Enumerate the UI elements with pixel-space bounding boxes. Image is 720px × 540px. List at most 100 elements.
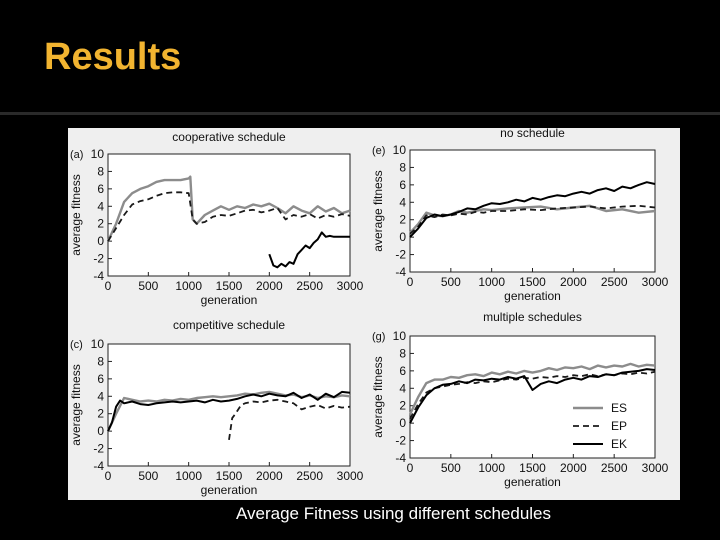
y-tick-label: -2 xyxy=(395,434,406,448)
y-axis-label: average fitness xyxy=(371,356,385,437)
series-line-ek xyxy=(268,231,350,269)
y-tick-label: 6 xyxy=(399,364,406,378)
x-tick-label: 2500 xyxy=(296,469,323,483)
y-tick-label: 4 xyxy=(399,195,406,209)
y-axis-label: average fitness xyxy=(69,174,83,255)
x-tick-label: 0 xyxy=(407,461,414,475)
series-line-es xyxy=(408,362,656,415)
y-tick-label: -4 xyxy=(93,269,104,283)
slide-title: Results xyxy=(44,36,182,78)
x-axis-label: generation xyxy=(504,289,561,303)
series-line-ek xyxy=(409,368,656,424)
x-tick-label: 2500 xyxy=(296,279,323,293)
chart-panel-3: 0 500 1000 1500 2000 2500 3000-4-20246810compe… xyxy=(69,318,364,497)
panel-label: (c) xyxy=(70,339,83,351)
panel-label: (e) xyxy=(372,145,385,157)
chart-panel-1: 0 500 1000 1500 2000 2500 3000-4-20246810coope… xyxy=(69,130,364,307)
x-tick-label: 1500 xyxy=(519,461,546,475)
x-tick-label: 0 xyxy=(105,279,112,293)
y-tick-label: 2 xyxy=(97,407,104,421)
x-tick-label: 500 xyxy=(441,461,461,475)
legend-label-es: ES xyxy=(611,401,627,415)
panel-label: (g) xyxy=(372,331,385,343)
y-tick-label: 6 xyxy=(97,372,104,386)
y-tick-label: -2 xyxy=(93,252,104,266)
x-tick-label: 2000 xyxy=(560,275,587,289)
title-bar: Results xyxy=(0,0,720,112)
title-divider xyxy=(0,112,720,115)
y-tick-label: 6 xyxy=(399,178,406,192)
x-tick-label: 2000 xyxy=(256,279,283,293)
x-tick-label: 2000 xyxy=(256,469,283,483)
y-tick-label: 0 xyxy=(399,416,406,430)
figure-caption: Average Fitness using different schedule… xyxy=(236,504,552,523)
y-tick-label: 10 xyxy=(393,143,407,157)
panel-title: multiple schedules xyxy=(483,310,582,324)
legend-label-ep: EP xyxy=(611,419,627,433)
x-axis-label: generation xyxy=(504,475,561,489)
panel-title: competitive schedule xyxy=(173,318,285,332)
x-tick-label: 1500 xyxy=(519,275,546,289)
figure-panel: 0 500 1000 1500 2000 2500 3000 -4 -2 0 2 4 6 8 10 coope… xyxy=(68,126,680,500)
y-axis-label: average fitness xyxy=(371,170,385,251)
plot-area xyxy=(409,149,656,273)
series-line-ep xyxy=(107,191,351,242)
x-tick-label: 500 xyxy=(138,469,158,483)
x-tick-label: 0 xyxy=(407,275,414,289)
y-tick-label: 8 xyxy=(97,354,104,368)
y-tick-label: 2 xyxy=(97,217,104,231)
y-tick-label: -4 xyxy=(395,451,406,465)
x-tick-label: 3000 xyxy=(337,279,364,293)
y-tick-label: -2 xyxy=(93,442,104,456)
panel-title: cooperative schedule xyxy=(172,130,286,144)
plot-area xyxy=(409,335,656,459)
x-tick-label: 500 xyxy=(441,275,461,289)
panel-title: no schedule xyxy=(500,128,565,140)
y-tick-label: 10 xyxy=(393,329,407,343)
x-tick-label: 3000 xyxy=(642,275,669,289)
x-tick-label: 1000 xyxy=(478,461,505,475)
plot-area xyxy=(107,153,351,277)
x-tick-label: 1000 xyxy=(175,279,202,293)
y-tick-label: 8 xyxy=(399,346,406,360)
y-tick-label: 2 xyxy=(399,213,406,227)
x-tick-label: 3000 xyxy=(337,469,364,483)
x-tick-label: 2000 xyxy=(560,461,587,475)
y-tick-label: 6 xyxy=(97,182,104,196)
x-tick-label: 0 xyxy=(105,469,112,483)
y-tick-label: 4 xyxy=(97,389,104,403)
y-tick-label: -2 xyxy=(395,248,406,262)
x-tick-label: 1000 xyxy=(478,275,505,289)
x-tick-label: 3000 xyxy=(642,461,669,475)
results-figure: 0 500 1000 1500 2000 2500 3000-4-20246810coope… xyxy=(69,126,669,497)
y-tick-label: 4 xyxy=(97,199,104,213)
x-tick-label: 1500 xyxy=(216,469,243,483)
series-line-ek xyxy=(107,390,351,432)
panel-label: (a) xyxy=(70,149,83,161)
series-line-es xyxy=(106,175,351,242)
y-tick-label: 8 xyxy=(399,160,406,174)
y-tick-label: -4 xyxy=(395,265,406,279)
y-tick-label: 0 xyxy=(399,230,406,244)
y-tick-label: -4 xyxy=(93,459,104,473)
y-tick-label: 10 xyxy=(91,337,105,351)
y-tick-label: 8 xyxy=(97,164,104,178)
y-tick-label: 0 xyxy=(97,234,104,248)
x-tick-label: 2500 xyxy=(601,461,628,475)
x-tick-label: 500 xyxy=(138,279,158,293)
y-axis-label: average fitness xyxy=(69,364,83,445)
series-line-ek xyxy=(409,181,656,238)
x-axis-label: generation xyxy=(201,483,258,497)
chart-panel-4: 0 500 1000 1500 2000 2500 3000-4-20246810multi… xyxy=(371,310,669,489)
y-tick-label: 0 xyxy=(97,424,104,438)
y-tick-label: 2 xyxy=(399,399,406,413)
x-tick-label: 1500 xyxy=(216,279,243,293)
y-tick-label: 4 xyxy=(399,381,406,395)
legend-label-ek: EK xyxy=(611,437,627,451)
x-tick-label: 1000 xyxy=(175,469,202,483)
y-tick-label: 10 xyxy=(91,147,105,161)
series-line-ep xyxy=(409,204,656,235)
x-tick-label: 2500 xyxy=(601,275,628,289)
x-axis-label: generation xyxy=(201,293,258,307)
